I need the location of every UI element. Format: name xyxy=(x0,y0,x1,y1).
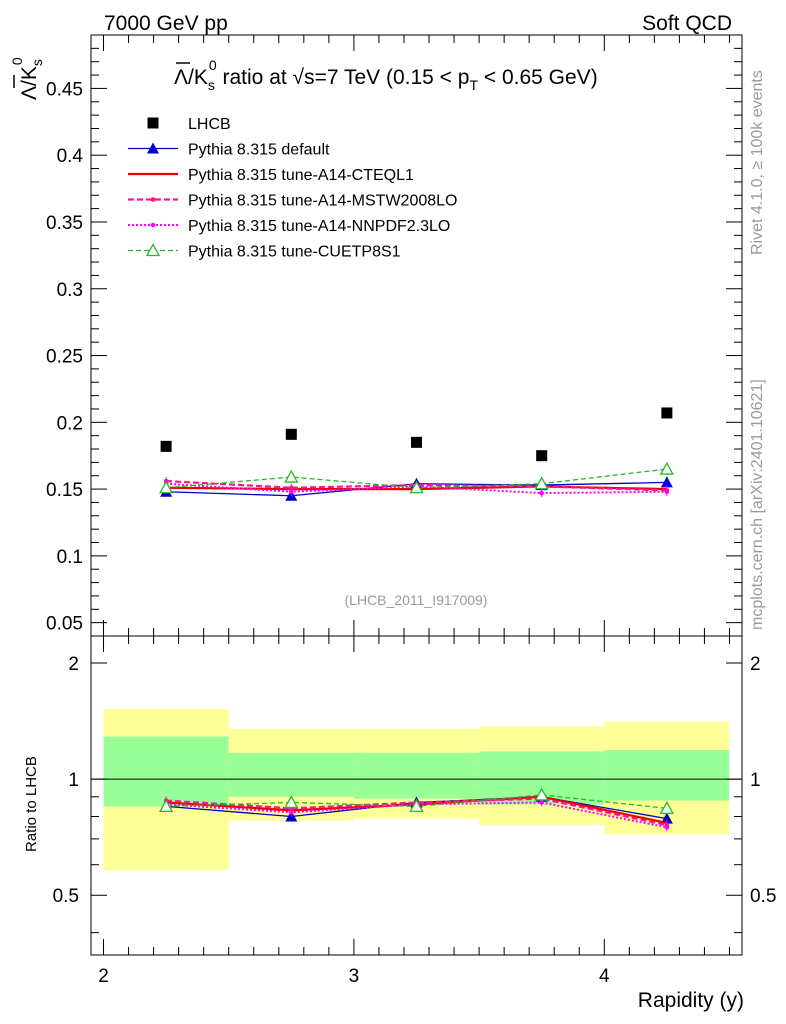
main-ytick-label: 0.45 xyxy=(46,79,83,100)
main-ytick-label: 0.3 xyxy=(57,280,83,301)
main-point-nnpdf xyxy=(289,489,294,495)
legend-label-cuetp: Pythia 8.315 tune-CUETP8S1 xyxy=(188,244,401,261)
mcplots-label: mcplots.cern.ch [arXiv:2401.10621] xyxy=(749,379,766,630)
ratio-point-cuetp xyxy=(159,799,174,813)
legend: LHCB Pythia 8.315 default Pythia 8.315 tun… xyxy=(128,116,457,261)
main-point-cuetp xyxy=(659,461,674,475)
main-point-cuetp xyxy=(534,476,549,490)
legend-label-mstw: Pythia 8.315 tune-A14-MSTW2008LO xyxy=(188,193,457,210)
title-sub-s: s xyxy=(208,77,215,93)
ratio-ytick-label-right: 0.5 xyxy=(750,886,776,907)
main-title: Λ/Ks 0 ratio at √s=7 TeV (0.15 < pT < 0.6… xyxy=(174,57,598,93)
ratio-ytick-label-left: 1 xyxy=(68,770,79,791)
band-stat-4 xyxy=(604,749,730,801)
analysis-watermark: (LHCB_2011_I917009) xyxy=(345,592,488,608)
ratio-ytick-label-right: 2 xyxy=(750,654,761,675)
xtick-label: 3 xyxy=(349,966,360,987)
rivet-label: Rivet 4.1.0, ≥ 100k events xyxy=(749,70,766,255)
main-ytick-label: 0.05 xyxy=(46,614,83,635)
main-ytick-label: 0.2 xyxy=(57,413,83,434)
main-point-data xyxy=(160,440,172,452)
main-point-nnpdf xyxy=(664,489,670,495)
title-sup-0: 0 xyxy=(209,57,217,73)
ylabel-sub: s xyxy=(29,59,45,66)
title-part3: < 0.65 GeV) xyxy=(478,66,598,89)
xtick-label: 4 xyxy=(599,966,610,987)
main-point-nnpdf xyxy=(539,490,544,496)
band-stat-0 xyxy=(103,736,229,807)
main-ytick-label: 0.25 xyxy=(46,347,83,368)
legend-marker-cuetp xyxy=(145,243,161,257)
ratio-ylabel: Ratio to LHCB xyxy=(23,756,40,852)
main-line-mstw xyxy=(166,479,667,492)
ratio-point-cuetp xyxy=(534,787,549,801)
header-left: 7000 GeV pp xyxy=(104,12,228,35)
main-point-default xyxy=(660,476,673,488)
main-ytick-label: 0.1 xyxy=(57,547,83,568)
legend-label-nnpdf: Pythia 8.315 tune-A14-NNPDF2.3LO xyxy=(188,218,450,235)
ratio-point-nnpdf xyxy=(289,810,294,815)
header-right: Soft QCD xyxy=(642,12,732,35)
main-point-cuetp xyxy=(409,480,424,494)
title-lambda: Λ xyxy=(174,66,188,89)
main-line-nnpdf xyxy=(166,482,667,495)
ratio-series xyxy=(159,787,674,832)
ratio-ytick-label-left: 2 xyxy=(68,654,79,675)
title-part1: /K xyxy=(188,66,208,89)
ratio-point-cuetp xyxy=(659,800,674,814)
main-ytick-label: 0.4 xyxy=(57,146,84,167)
legend-marker-data xyxy=(147,117,159,129)
legend-marker-nnpdf xyxy=(150,222,156,228)
ylabel-k: /K xyxy=(18,66,41,86)
ratio-point-cuetp xyxy=(284,795,299,809)
x-axis-label: Rapidity (y) xyxy=(638,989,744,1012)
ratio-ytick-label-right: 1 xyxy=(750,770,761,791)
main-point-mstw xyxy=(289,485,294,491)
ratio-point-nnpdf xyxy=(539,800,544,805)
xtick-label: 2 xyxy=(98,966,109,987)
legend-label-cteql1: Pythia 8.315 tune-A14-CTEQL1 xyxy=(188,167,414,184)
main-point-data xyxy=(536,450,548,462)
ratio-frame xyxy=(90,635,743,956)
ylabel-lambda: Λ xyxy=(18,86,41,100)
legend-marker-mstw xyxy=(150,197,156,202)
main-point-cuetp xyxy=(284,469,299,483)
main-point-data xyxy=(411,436,422,448)
main-point-cuetp xyxy=(159,480,174,494)
ylabel-sup: 0 xyxy=(9,57,25,65)
ratio-point-default xyxy=(660,812,673,824)
ratio-point-cuetp xyxy=(409,799,424,813)
title-part2: ratio at √s=7 TeV (0.15 < p xyxy=(217,66,470,89)
main-ytick-label: 0.35 xyxy=(46,213,83,234)
main-point-data xyxy=(661,407,673,419)
ratio-ytick-label-left: 0.5 xyxy=(53,886,79,907)
main-point-data xyxy=(285,428,297,440)
main-series xyxy=(159,407,674,501)
title-sub-T: T xyxy=(469,77,478,93)
legend-marker-default xyxy=(147,142,159,154)
ratio-line-mstw xyxy=(166,797,668,827)
axes: 0.05 0.1 0.15 0.2 0.25 0.3 0.35 0.4 0.45 0.5 0.5 1 1… xyxy=(46,34,776,987)
legend-label-default: Pythia 8.315 default xyxy=(188,142,330,159)
ratio-point-nnpdf xyxy=(664,825,670,830)
main-ytick-label: 0.15 xyxy=(46,480,83,501)
band-stat-1 xyxy=(228,752,354,797)
main-ylabel: Λ/Ks0 xyxy=(9,57,45,100)
band-stat-2 xyxy=(353,752,480,799)
ratio-bands xyxy=(103,708,730,871)
legend-label-data: LHCB xyxy=(188,116,231,133)
